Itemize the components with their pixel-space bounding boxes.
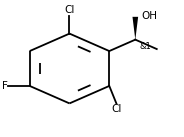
Text: Cl: Cl bbox=[111, 104, 122, 114]
Text: F: F bbox=[2, 81, 8, 91]
Text: &1: &1 bbox=[140, 42, 151, 51]
Text: OH: OH bbox=[141, 11, 158, 21]
Polygon shape bbox=[132, 17, 138, 40]
Text: Cl: Cl bbox=[64, 5, 75, 15]
